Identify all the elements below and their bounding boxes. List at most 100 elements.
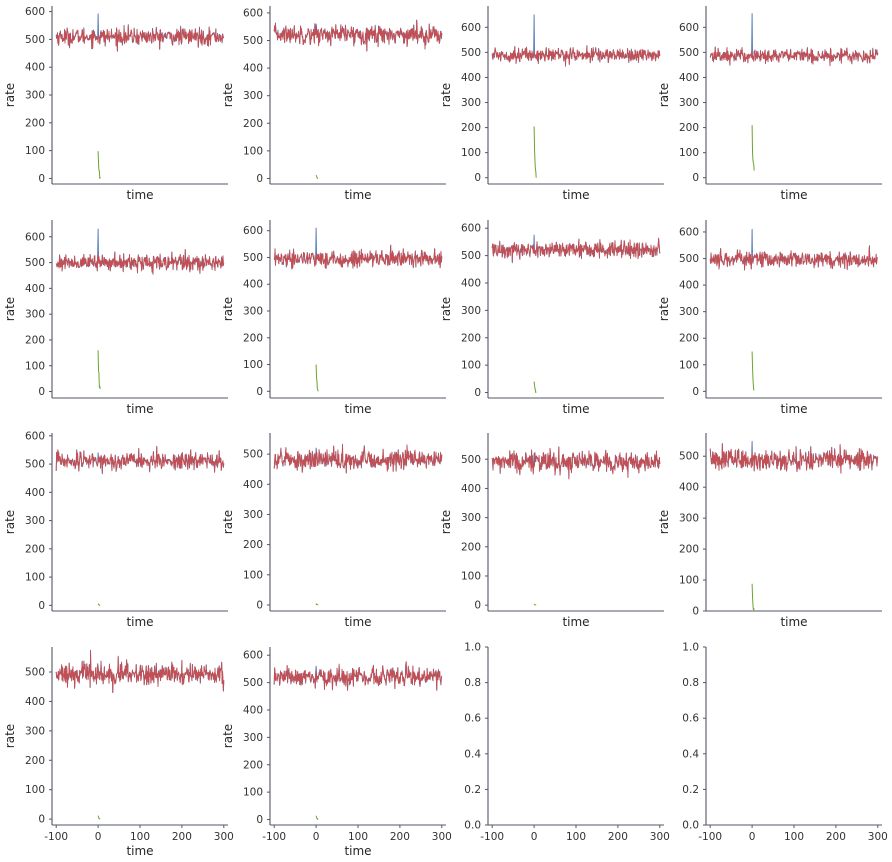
y-tick-label: 0.4 <box>682 748 699 760</box>
y-tick-label: 600 <box>25 430 45 442</box>
x-axis-label: time <box>126 402 153 416</box>
y-tick-label: 500 <box>25 257 45 269</box>
y-tick-label: 400 <box>243 63 263 75</box>
x-axis-label: time <box>562 402 589 416</box>
y-tick-label: 200 <box>243 539 263 551</box>
y-tick-label: 0.2 <box>464 784 481 796</box>
x-tick-label: 0 <box>95 831 102 843</box>
y-tick-label: 200 <box>461 541 481 553</box>
y-axis-label: rate <box>3 83 17 107</box>
x-tick-label: 200 <box>172 831 192 843</box>
y-tick-label: 100 <box>461 147 481 159</box>
y-tick-label: 500 <box>679 253 699 265</box>
y-tick-label: 0 <box>256 386 263 398</box>
series-green-line <box>315 174 319 179</box>
y-tick-label: 100 <box>461 570 481 582</box>
y-axis-label: rate <box>439 83 453 107</box>
y-tick-label: 0.6 <box>464 713 481 725</box>
x-axis-label: time <box>344 615 371 629</box>
series-green-line <box>751 583 755 611</box>
y-tick-label: 600 <box>25 231 45 243</box>
y-tick-label: 500 <box>25 459 45 471</box>
series-red-line <box>709 443 879 474</box>
y-tick-label: 400 <box>25 487 45 499</box>
y-tick-label: 100 <box>679 147 699 159</box>
y-tick-label: 100 <box>25 360 45 372</box>
y-tick-label: 200 <box>25 334 45 346</box>
y-tick-label: 300 <box>243 509 263 521</box>
y-tick-label: 400 <box>25 696 45 708</box>
y-tick-label: 0 <box>474 387 481 399</box>
x-axis-label: time <box>562 188 589 202</box>
y-tick-label: 400 <box>25 62 45 74</box>
series-red-line <box>55 445 225 474</box>
series-green-line <box>533 381 537 394</box>
y-tick-label: 200 <box>461 122 481 134</box>
series-red-line <box>491 237 661 263</box>
y-tick-label: 100 <box>243 787 263 799</box>
series-green-line <box>315 815 319 821</box>
y-tick-label: 300 <box>243 90 263 102</box>
y-tick-label: 200 <box>679 333 699 345</box>
x-axis-label: time <box>126 615 153 629</box>
y-tick-label: 300 <box>25 90 45 102</box>
series-green-line <box>97 603 101 606</box>
series-red-line <box>491 446 661 480</box>
y-tick-label: 300 <box>25 515 45 527</box>
y-tick-label: 0 <box>38 173 45 185</box>
series-green-line <box>97 815 101 820</box>
y-tick-label: 0.8 <box>464 677 481 689</box>
y-tick-label: 300 <box>461 512 481 524</box>
y-tick-label: 500 <box>461 250 481 262</box>
y-tick-label: 0.4 <box>464 748 481 760</box>
x-tick-label: 0 <box>749 831 756 843</box>
y-tick-label: 0 <box>38 814 45 826</box>
y-tick-label: 0.6 <box>682 713 699 725</box>
subplot-9: 0 100 200 300 400 500 600 time rate <box>3 430 228 629</box>
x-tick-label: 200 <box>608 831 628 843</box>
y-tick-label: 100 <box>243 569 263 581</box>
subplot-3: 0 100 200 300 400 500 600 time rate <box>439 6 664 202</box>
y-tick-label: 300 <box>25 309 45 321</box>
y-tick-label: 100 <box>243 359 263 371</box>
y-tick-label: 600 <box>679 22 699 34</box>
series-blue-line <box>55 228 225 275</box>
y-tick-label: 200 <box>243 332 263 344</box>
subplot-6: 0 100 200 300 400 500 600 time rate <box>221 220 446 416</box>
y-tick-label: 100 <box>679 575 699 587</box>
y-tick-label: 400 <box>679 482 699 494</box>
series-green-line <box>751 125 755 171</box>
series-green-line <box>97 350 101 390</box>
y-tick-label: 200 <box>461 332 481 344</box>
y-axis-label: rate <box>657 297 671 321</box>
series-red-line <box>709 46 879 67</box>
series-red-line <box>273 19 443 52</box>
x-tick-label: 200 <box>826 831 846 843</box>
subplot-13: 0 100 200 300 400 500 -100 0 100 200 300 time rate <box>3 647 234 858</box>
y-axis-label: rate <box>657 510 671 534</box>
y-tick-label: 200 <box>679 122 699 134</box>
series-red-line <box>273 443 443 474</box>
y-tick-label: 0 <box>474 600 481 612</box>
y-tick-label: 400 <box>243 279 263 291</box>
x-tick-label: -100 <box>698 831 722 843</box>
series-red-line <box>273 244 443 270</box>
y-tick-label: 400 <box>25 283 45 295</box>
subplot-5: 0 100 200 300 400 500 600 time rate <box>3 220 228 416</box>
y-tick-label: 300 <box>243 732 263 744</box>
x-tick-label: 300 <box>214 831 234 843</box>
y-tick-label: 500 <box>679 451 699 463</box>
x-tick-label: 200 <box>390 831 410 843</box>
x-tick-label: 100 <box>130 831 150 843</box>
y-tick-label: 600 <box>461 22 481 34</box>
y-tick-label: 300 <box>679 306 699 318</box>
x-axis-label: time <box>344 844 371 858</box>
series-red-line <box>55 650 225 694</box>
y-tick-label: 200 <box>25 543 45 555</box>
y-tick-label: 0 <box>256 814 263 826</box>
y-axis-label: rate <box>3 297 17 321</box>
y-tick-label: 200 <box>679 544 699 556</box>
series-red-line <box>273 661 443 691</box>
y-tick-label: 0 <box>692 606 699 618</box>
